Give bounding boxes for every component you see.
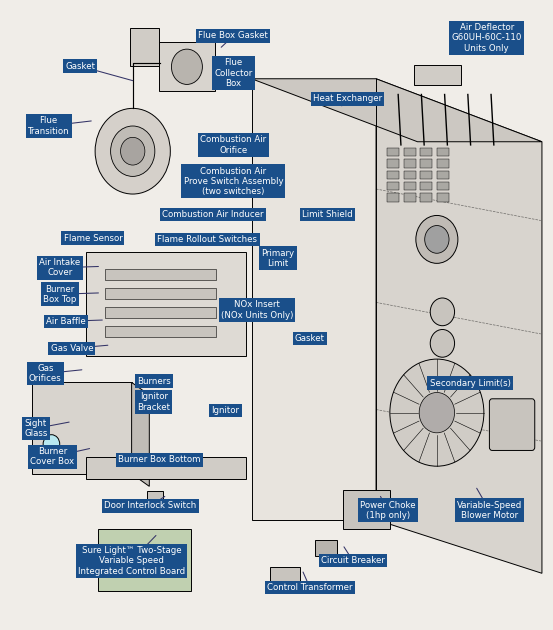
Text: Primary
Limit: Primary Limit (262, 249, 295, 268)
Circle shape (416, 215, 458, 263)
Circle shape (430, 329, 455, 357)
Text: Flue Box Gasket: Flue Box Gasket (199, 32, 268, 40)
Circle shape (390, 359, 484, 466)
Bar (437, 171, 449, 179)
Text: Ignitor: Ignitor (212, 406, 239, 415)
Bar (387, 171, 399, 179)
Circle shape (419, 392, 455, 433)
Bar (270, 567, 300, 591)
Text: Circuit Breaker: Circuit Breaker (321, 556, 385, 565)
Text: Flame Sensor: Flame Sensor (64, 234, 122, 243)
Bar (437, 193, 449, 202)
Circle shape (425, 226, 449, 253)
Circle shape (430, 298, 455, 326)
Bar (86, 252, 246, 356)
Text: Sight
Glass: Sight Glass (24, 419, 48, 438)
Bar (32, 382, 132, 474)
Bar (437, 182, 449, 190)
Bar (387, 159, 399, 168)
Circle shape (121, 137, 145, 165)
Bar (86, 457, 246, 479)
FancyBboxPatch shape (489, 399, 535, 450)
Text: Gasket: Gasket (295, 334, 325, 343)
Text: Control Transformer: Control Transformer (267, 583, 352, 592)
Text: Combustion Air
Prove Switch Assembly
(two switches): Combustion Air Prove Switch Assembly (tw… (184, 166, 283, 197)
Circle shape (95, 108, 170, 194)
Text: Burner Box Bottom: Burner Box Bottom (118, 455, 201, 464)
Bar (420, 171, 432, 179)
Bar (414, 65, 461, 85)
Text: Ignitor
Bracket: Ignitor Bracket (137, 392, 170, 411)
Text: Burners: Burners (137, 377, 171, 386)
Text: Heat Exchanger: Heat Exchanger (313, 94, 382, 103)
Bar (404, 159, 416, 168)
Polygon shape (376, 79, 542, 573)
Bar (315, 540, 337, 556)
Text: Door Interlock Switch: Door Interlock Switch (105, 501, 196, 510)
Text: Sure Light™ Two-Stage
Variable Speed
Integrated Control Board: Sure Light™ Two-Stage Variable Speed Int… (78, 546, 185, 576)
Bar (404, 182, 416, 190)
Text: Limit Shield: Limit Shield (302, 210, 353, 219)
Text: Combustion Air Inducer: Combustion Air Inducer (162, 210, 264, 219)
Text: Flue
Transition: Flue Transition (28, 117, 70, 135)
Bar (159, 42, 215, 91)
Text: Air Intake
Cover: Air Intake Cover (39, 258, 80, 277)
Bar (343, 490, 390, 529)
Text: Gas
Orifices: Gas Orifices (29, 364, 62, 383)
Circle shape (111, 126, 155, 176)
Polygon shape (132, 382, 149, 486)
Text: Power Choke
(1hp only): Power Choke (1hp only) (361, 501, 416, 520)
Circle shape (43, 435, 60, 454)
Bar (420, 182, 432, 190)
Bar (98, 529, 191, 591)
Bar (420, 193, 432, 202)
Text: NOx Insert
(NOx Units Only): NOx Insert (NOx Units Only) (221, 301, 293, 319)
Bar (437, 148, 449, 156)
Bar (147, 491, 163, 507)
Polygon shape (252, 79, 542, 142)
Bar (404, 193, 416, 202)
Text: Flame Rollout Switches: Flame Rollout Switches (158, 235, 257, 244)
Bar (130, 28, 159, 66)
Circle shape (430, 361, 455, 389)
Text: Flue
Collector
Box: Flue Collector Box (214, 58, 253, 88)
Bar (105, 307, 216, 318)
Text: Combustion Air
Orifice: Combustion Air Orifice (200, 135, 267, 154)
Bar (437, 159, 449, 168)
Bar (387, 148, 399, 156)
Bar (105, 269, 216, 280)
Bar (420, 148, 432, 156)
Bar (404, 171, 416, 179)
Text: Secondary Limit(s): Secondary Limit(s) (430, 379, 510, 387)
Bar (387, 182, 399, 190)
Bar (404, 148, 416, 156)
Polygon shape (252, 79, 376, 520)
Text: Air Baffle: Air Baffle (46, 317, 86, 326)
Text: Variable-Speed
Blower Motor: Variable-Speed Blower Motor (457, 501, 522, 520)
Text: Air Deflector
G60UH-60C-110
Units Only: Air Deflector G60UH-60C-110 Units Only (451, 23, 522, 53)
Text: Burner
Box Top: Burner Box Top (43, 285, 76, 304)
Text: Gas Valve: Gas Valve (50, 344, 93, 353)
Bar (105, 288, 216, 299)
Bar (105, 326, 216, 337)
Text: Burner
Cover Box: Burner Cover Box (30, 447, 75, 466)
Circle shape (171, 49, 202, 84)
Bar (387, 193, 399, 202)
Bar (420, 159, 432, 168)
Text: Gasket: Gasket (65, 62, 95, 71)
